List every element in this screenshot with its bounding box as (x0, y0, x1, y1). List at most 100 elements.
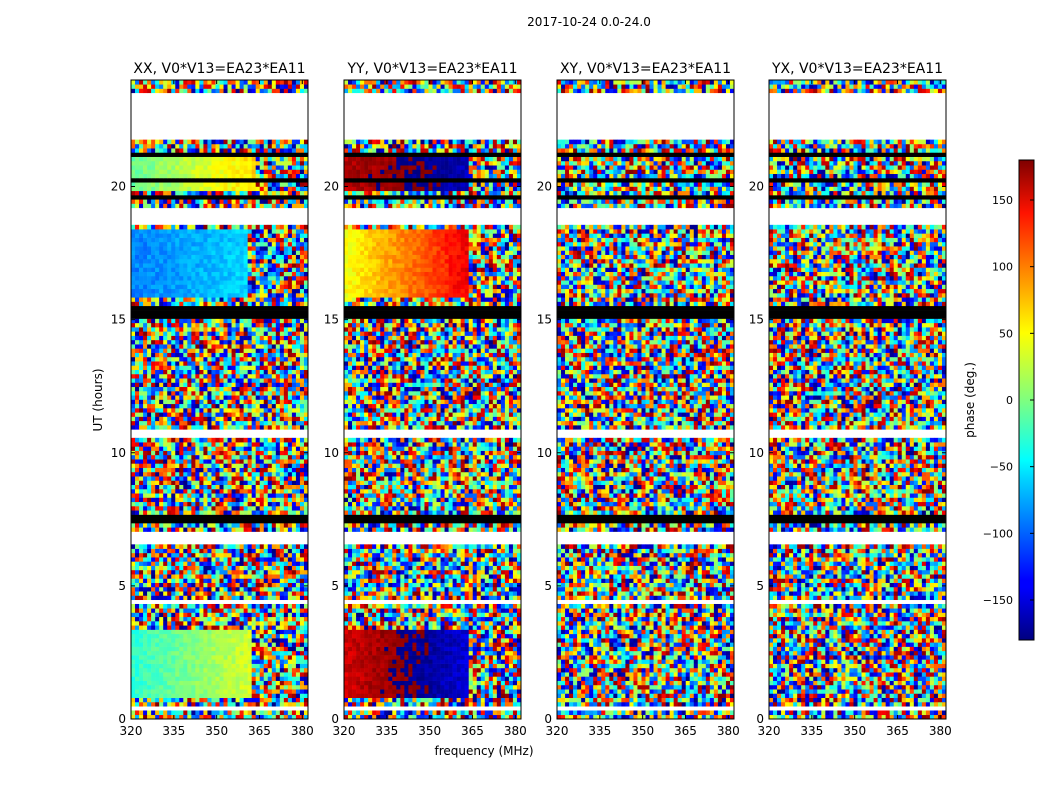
heatmap-cell (171, 501, 176, 507)
heatmap-cell (215, 586, 220, 592)
heatmap-cell (255, 344, 261, 349)
heatmap-cell (139, 331, 144, 336)
heatmap-cell (143, 344, 148, 349)
heatmap-cell (275, 165, 281, 170)
heatmap-cell (155, 420, 160, 426)
heatmap-cell (147, 284, 152, 290)
heatmap-cell (135, 335, 140, 341)
heatmap-cell (179, 459, 184, 464)
heatmap-cell (287, 714, 293, 720)
heatmap-cell (259, 638, 265, 643)
heatmap-cell (227, 412, 232, 417)
heatmap-cell (159, 454, 164, 460)
heatmap-cell (207, 386, 212, 392)
heatmap-cell (299, 408, 305, 413)
heatmap-cell (155, 544, 160, 549)
heatmap-cell (259, 301, 265, 307)
heatmap-cell (139, 395, 144, 400)
heatmap-cell (135, 676, 140, 681)
heatmap-cell (183, 497, 188, 503)
heatmap-cell (243, 552, 248, 558)
heatmap-cell (259, 625, 265, 630)
heatmap-cell (247, 408, 252, 413)
heatmap-cell (263, 663, 269, 669)
heatmap-cell (255, 663, 261, 669)
heatmap-cell (171, 693, 176, 698)
heatmap-cell (215, 356, 220, 362)
heatmap-cell (271, 250, 277, 255)
figure-suptitle: 2017-10-24 0.0-24.0 (527, 15, 651, 29)
heatmap-cell (191, 237, 196, 243)
heatmap-cell (151, 369, 156, 375)
heatmap-cell (163, 586, 168, 592)
heatmap-cell (227, 365, 232, 370)
heatmap-cell (207, 480, 212, 485)
heatmap-cell (279, 574, 285, 579)
heatmap-cell (231, 450, 236, 456)
heatmap-cell (235, 488, 240, 494)
heatmap-cell (135, 156, 140, 162)
heatmap-cell (263, 186, 269, 192)
heatmap-cell (303, 378, 309, 383)
heatmap-cell (175, 237, 180, 243)
heatmap-cell (271, 378, 277, 383)
heatmap-cell (291, 680, 297, 686)
heatmap-cell (259, 548, 265, 554)
heatmap-cell (219, 471, 224, 477)
heatmap-cell (175, 697, 180, 703)
heatmap-cell (303, 667, 309, 673)
heatmap-cell (131, 633, 136, 639)
heatmap-cell (251, 565, 256, 571)
heatmap-cell (207, 173, 212, 179)
heatmap-cell (211, 591, 216, 596)
heatmap-cell (211, 173, 216, 179)
heatmap-cell (135, 586, 140, 592)
heatmap-cell (171, 173, 176, 179)
heatmap-cell (255, 250, 261, 255)
heatmap-cell (159, 621, 164, 626)
heatmap-cell (171, 608, 176, 613)
heatmap-cell (271, 369, 277, 375)
heatmap-cell (147, 663, 152, 669)
heatmap-cell (155, 403, 160, 409)
heatmap-cell (179, 527, 184, 532)
heatmap-cell (155, 463, 160, 468)
heatmap-cell (159, 557, 164, 562)
heatmap-cell (303, 463, 309, 468)
heatmap-cell (247, 425, 252, 430)
heatmap-cell (219, 229, 224, 234)
heatmap-cell (271, 488, 277, 494)
heatmap-cell (291, 403, 297, 409)
heatmap-cell (163, 390, 168, 396)
heatmap-cell (211, 684, 216, 690)
heatmap-cell (211, 348, 216, 353)
heatmap-cell (163, 612, 168, 618)
heatmap-cell (151, 680, 156, 686)
heatmap-cell (191, 390, 196, 396)
heatmap-cell (287, 390, 293, 396)
heatmap-cell (187, 667, 192, 673)
heatmap-cell (287, 501, 293, 507)
heatmap-cell (231, 169, 236, 175)
heatmap-cell (263, 510, 269, 515)
heatmap-cell (295, 578, 301, 583)
heatmap-cell (167, 565, 172, 571)
heatmap-cell (251, 169, 256, 175)
heatmap-cell (283, 190, 289, 196)
heatmap-cell (187, 250, 192, 255)
heatmap-cell (183, 621, 188, 626)
heatmap-cell (143, 254, 148, 260)
heatmap-cell (227, 569, 232, 575)
heatmap-cell (175, 488, 180, 494)
heatmap-cell (267, 454, 273, 460)
heatmap-cell (135, 672, 140, 677)
heatmap-cell (259, 399, 265, 405)
heatmap-cell (195, 603, 200, 609)
heatmap-cell (295, 339, 301, 345)
heatmap-cell (251, 689, 256, 694)
heatmap-cell (295, 390, 301, 396)
heatmap-cell (147, 416, 152, 422)
heatmap-cell (179, 450, 184, 456)
heatmap-cell (291, 182, 297, 187)
heatmap-cell (159, 408, 164, 413)
